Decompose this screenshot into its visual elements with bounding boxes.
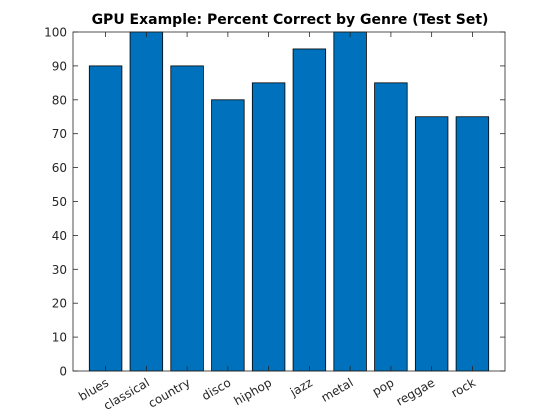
- chart-title: GPU Example: Percent Correct by Genre (T…: [92, 12, 489, 28]
- y-tick-label-50: 50: [52, 195, 67, 209]
- y-tick-label-70: 70: [52, 127, 67, 141]
- y-tick-label-100: 100: [44, 26, 67, 40]
- y-tick-label-80: 80: [52, 93, 67, 107]
- bar-blues: [88, 65, 123, 372]
- bar-reggae: [414, 116, 449, 372]
- y-tick-label-90: 90: [52, 59, 67, 73]
- y-tick-label-0: 0: [59, 365, 67, 379]
- y-tick-label-40: 40: [52, 229, 67, 243]
- y-tick-label-60: 60: [52, 161, 67, 175]
- bar-pop: [374, 82, 408, 372]
- bar-rock: [455, 116, 490, 372]
- y-tick-label-20: 20: [52, 297, 67, 311]
- bar-classical: [129, 31, 164, 372]
- y-tick-label-10: 10: [52, 331, 67, 345]
- plot-area: 0102030405060708090100bluesclassicalcoun…: [44, 26, 506, 413]
- bar-hiphop: [251, 82, 286, 372]
- bar-country: [170, 65, 204, 372]
- bar-jazz: [292, 48, 327, 372]
- bar-disco: [211, 99, 245, 372]
- y-tick-label-30: 30: [52, 263, 67, 277]
- bar-metal: [333, 31, 367, 372]
